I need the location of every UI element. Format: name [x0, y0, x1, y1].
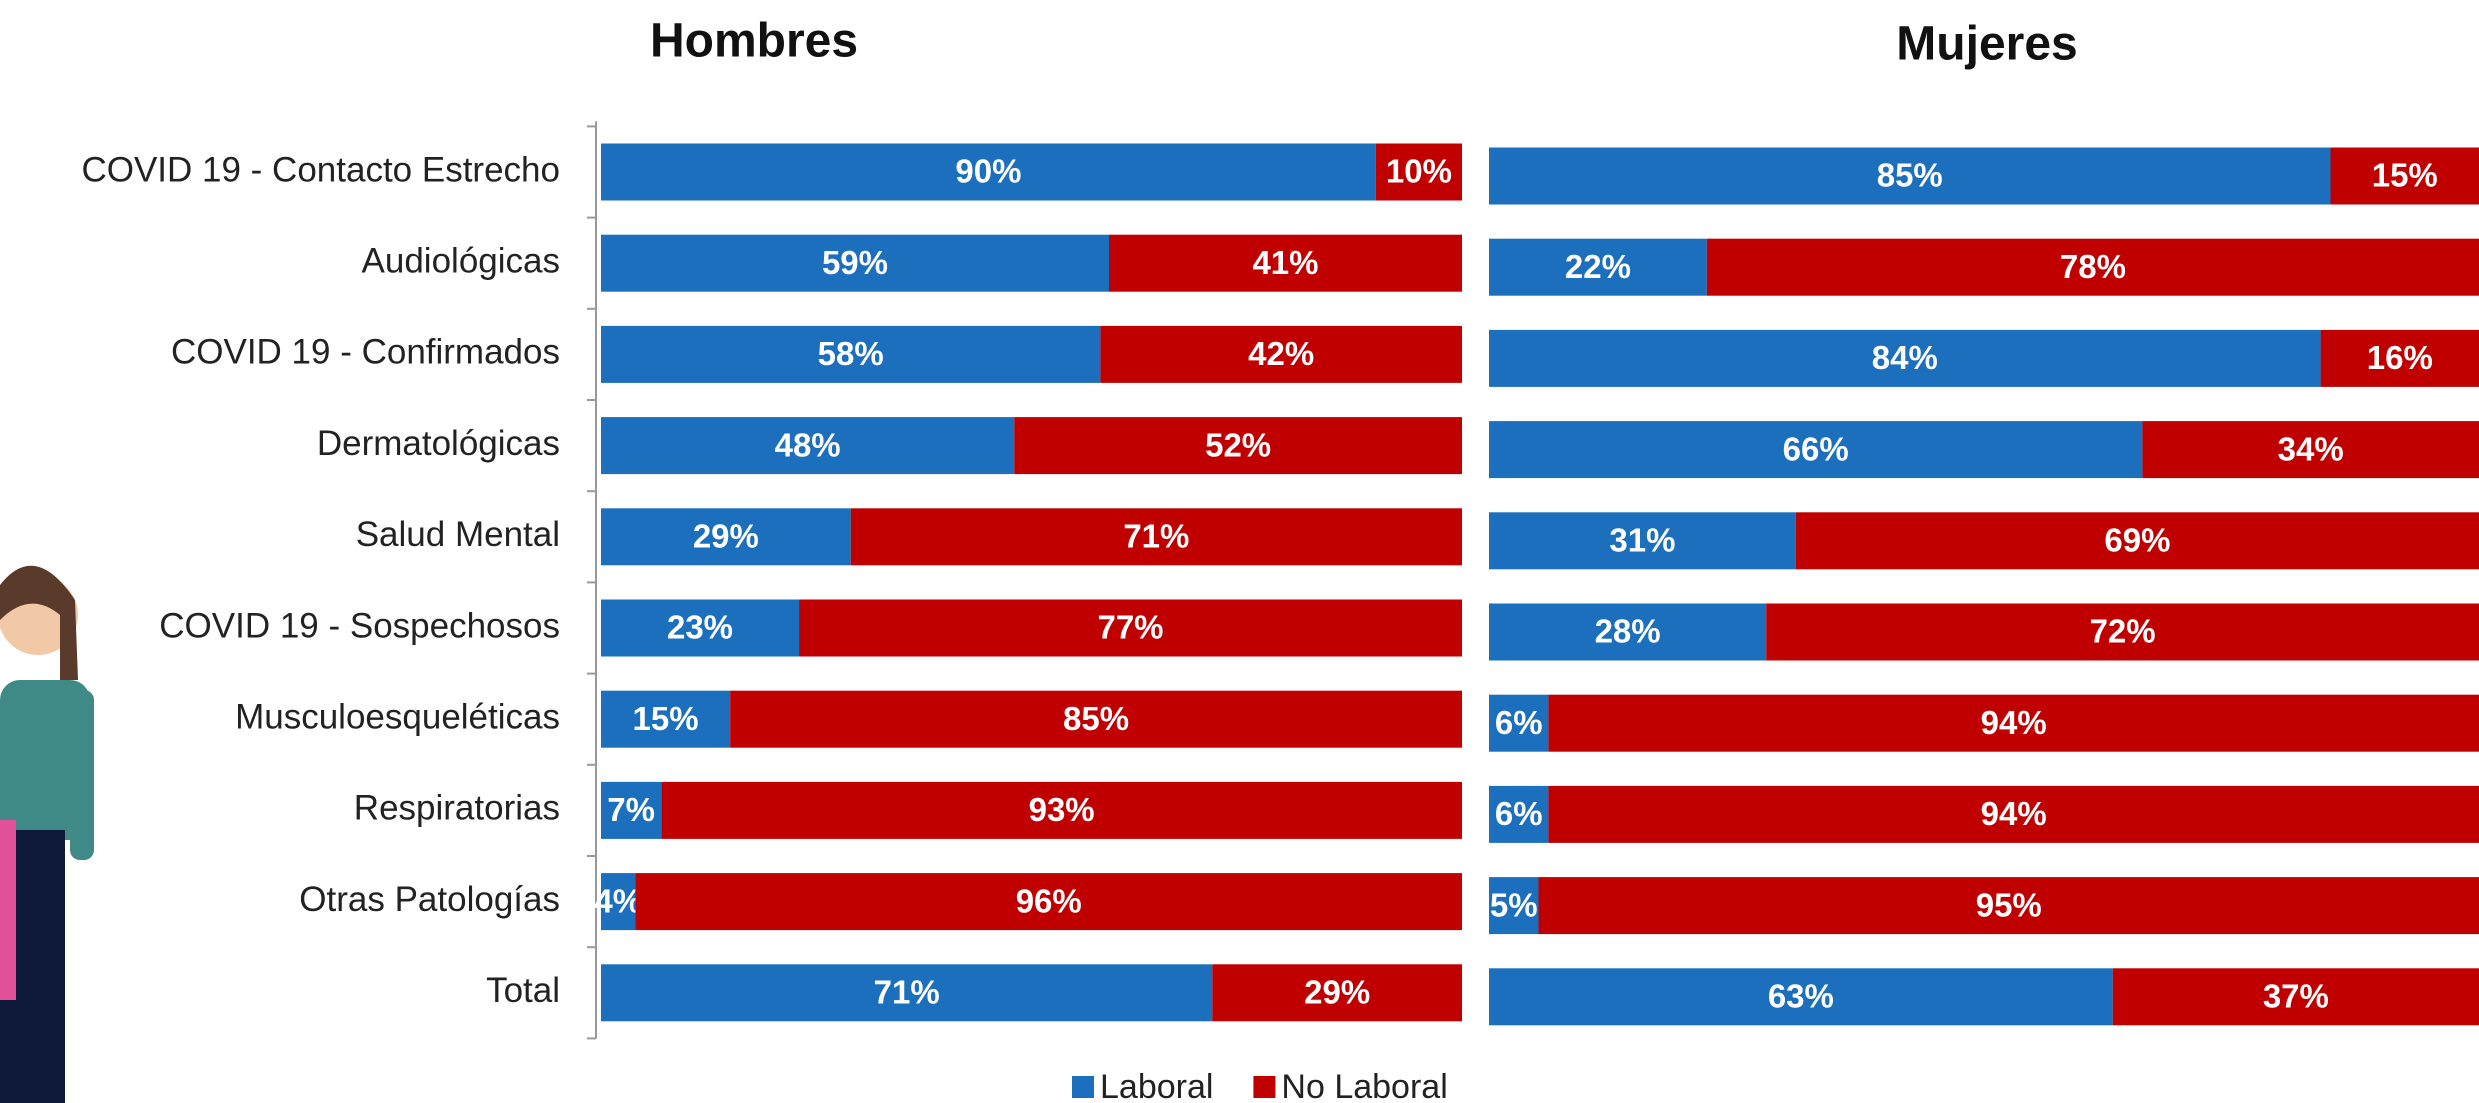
bar-segment: [1489, 512, 1796, 570]
category-label: Dermatológicas: [317, 424, 560, 463]
value-label: 29%: [1304, 974, 1370, 1011]
category-label: Total: [486, 971, 560, 1010]
chart-title: Mujeres: [1896, 18, 2077, 71]
bar-segment: [1489, 785, 1549, 843]
bar-segment: [601, 143, 1376, 201]
value-label: 72%: [2090, 613, 2156, 650]
legend-swatch: [1253, 1076, 1276, 1098]
bar-segment: [1108, 234, 1462, 292]
category-label: COVID 19 - Contacto Estrecho: [81, 150, 560, 189]
value-label: 6%: [1495, 704, 1543, 741]
bar-segment: [2320, 329, 2479, 387]
bar-segment: [850, 508, 1462, 566]
bar-segment: [1489, 603, 1767, 661]
category-label: Otras Patologías: [299, 880, 560, 919]
value-label: 77%: [1097, 609, 1163, 646]
bar-segment: [635, 873, 1462, 931]
bar-segment: [1766, 603, 2479, 661]
value-label: 59%: [822, 244, 888, 281]
bar-segment: [601, 508, 851, 566]
category-label: COVID 19 - Confirmados: [171, 333, 560, 372]
value-label: 85%: [1877, 157, 1943, 194]
value-label: 4%: [594, 882, 642, 919]
value-label: 63%: [1768, 978, 1834, 1015]
value-label: 90%: [955, 153, 1021, 190]
bar-segment: [1489, 968, 2113, 1026]
value-label: 31%: [1609, 522, 1675, 559]
value-label: 96%: [1016, 882, 1082, 919]
bar-segment: [1489, 147, 2331, 205]
value-label: 84%: [1872, 339, 1938, 376]
value-label: 15%: [633, 700, 699, 737]
value-label: 94%: [1981, 795, 2047, 832]
value-label: 95%: [1976, 886, 2042, 923]
bar-segment: [1489, 694, 1549, 752]
value-label: 52%: [1205, 426, 1271, 463]
value-label: 48%: [775, 426, 841, 463]
value-label: 42%: [1248, 335, 1314, 372]
bar-segment: [2112, 968, 2479, 1026]
chart-title: Hombres: [650, 15, 858, 68]
category-label: Respiratorias: [354, 789, 560, 828]
bar-segment: [1375, 143, 1462, 201]
category-label: Salud Mental: [356, 515, 560, 554]
value-label: 71%: [874, 974, 940, 1011]
category-label: Musculoesqueléticas: [235, 697, 560, 736]
value-label: 78%: [2060, 248, 2126, 285]
bar-segment: [601, 234, 1109, 292]
bar-segment: [1548, 785, 2479, 843]
value-label: 7%: [607, 791, 655, 828]
value-label: 23%: [667, 609, 733, 646]
bar-segment: [730, 690, 1462, 748]
bar-segment: [601, 781, 662, 839]
bar-segment: [1538, 877, 2479, 935]
bar-segment: [661, 781, 1462, 839]
category-label: Audiológicas: [362, 241, 560, 280]
value-label: 16%: [2367, 339, 2433, 376]
value-label: 10%: [1386, 153, 1452, 190]
bar-segment: [1706, 238, 2479, 296]
bar-segment: [601, 417, 1015, 475]
bar-segment: [2330, 147, 2479, 205]
bar-segment: [1795, 512, 2479, 570]
bar-segment: [601, 690, 731, 748]
bar-segment: [1548, 694, 2479, 752]
bar-segment: [601, 599, 800, 657]
bar-segment: [1489, 877, 1539, 935]
legend-label: No Laboral: [1281, 1068, 1447, 1103]
illustration: [0, 565, 94, 1103]
value-label: 66%: [1783, 430, 1849, 467]
bar-segment: [601, 873, 636, 931]
legend-label: Laboral: [1100, 1068, 1213, 1103]
bar-segment: [1489, 238, 1707, 296]
value-label: 93%: [1029, 791, 1095, 828]
bar-segment: [1489, 421, 2143, 479]
value-label: 69%: [2104, 522, 2170, 559]
value-label: 6%: [1495, 795, 1543, 832]
bar-segment: [799, 599, 1462, 657]
value-label: 15%: [2372, 157, 2438, 194]
bar-segment: [1489, 329, 2321, 387]
value-label: 94%: [1981, 704, 2047, 741]
bar-segment: [601, 325, 1101, 383]
value-label: 29%: [693, 518, 759, 555]
value-label: 71%: [1123, 518, 1189, 555]
value-label: 37%: [2263, 978, 2329, 1015]
legend-swatch: [1072, 1076, 1094, 1098]
bar-segment: [1100, 325, 1462, 383]
value-label: 85%: [1063, 700, 1129, 737]
value-label: 34%: [2278, 430, 2344, 467]
bar-segment: [2142, 421, 2479, 479]
bar-segment: [601, 964, 1213, 1022]
category-label: COVID 19 - Sospechosos: [159, 606, 560, 645]
value-label: 22%: [1565, 248, 1631, 285]
bar-segment: [1212, 964, 1462, 1022]
value-label: 41%: [1252, 244, 1318, 281]
value-label: 5%: [1490, 886, 1538, 923]
bar-segment: [1014, 417, 1462, 475]
value-label: 58%: [818, 335, 884, 372]
value-label: 28%: [1595, 613, 1661, 650]
